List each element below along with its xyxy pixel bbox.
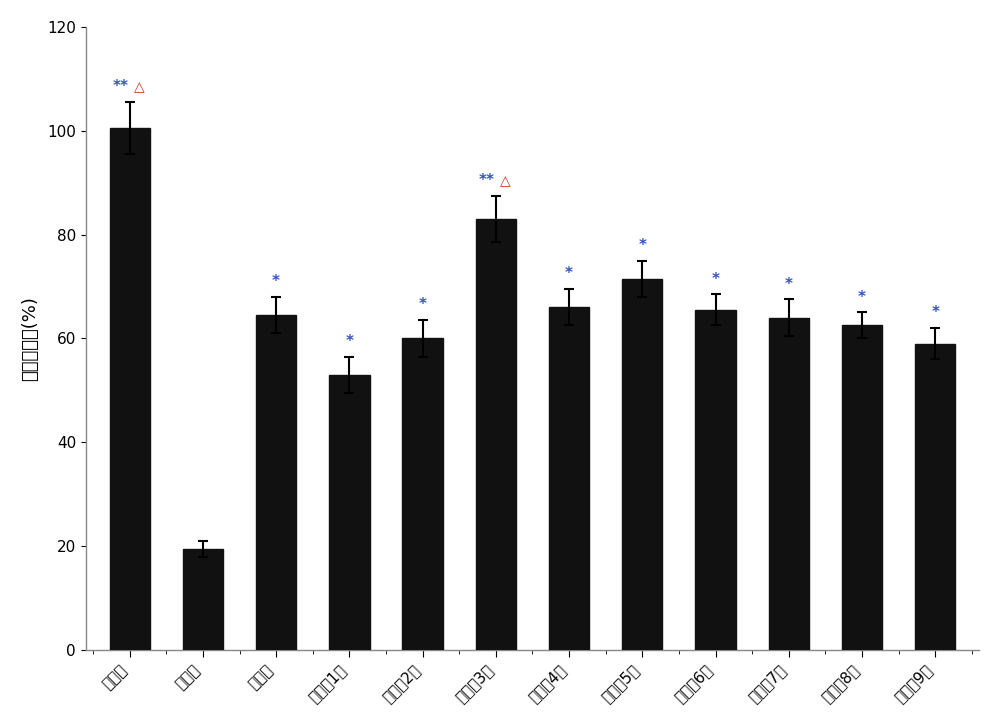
Bar bbox=[622, 279, 662, 650]
Text: *: * bbox=[712, 272, 720, 287]
Bar bbox=[549, 307, 589, 650]
Bar bbox=[915, 343, 955, 650]
Bar bbox=[476, 219, 516, 650]
Bar bbox=[402, 338, 443, 650]
Text: *: * bbox=[419, 298, 427, 312]
Bar bbox=[256, 315, 296, 650]
Text: *: * bbox=[785, 277, 793, 292]
Text: *: * bbox=[565, 266, 573, 281]
Text: **: ** bbox=[479, 173, 495, 188]
Text: *: * bbox=[858, 290, 866, 305]
Text: **: ** bbox=[113, 79, 129, 94]
Y-axis label: 死亡保护率(%): 死亡保护率(%) bbox=[21, 296, 39, 381]
Text: *: * bbox=[272, 274, 280, 289]
Text: *: * bbox=[931, 305, 939, 320]
Bar bbox=[769, 318, 809, 650]
Text: △: △ bbox=[134, 81, 145, 94]
Bar bbox=[110, 128, 150, 650]
Text: △: △ bbox=[500, 174, 511, 188]
Text: *: * bbox=[638, 237, 646, 253]
Bar bbox=[183, 549, 223, 650]
Bar bbox=[842, 325, 882, 650]
Bar bbox=[329, 375, 370, 650]
Text: *: * bbox=[345, 334, 353, 348]
Bar bbox=[695, 310, 736, 650]
